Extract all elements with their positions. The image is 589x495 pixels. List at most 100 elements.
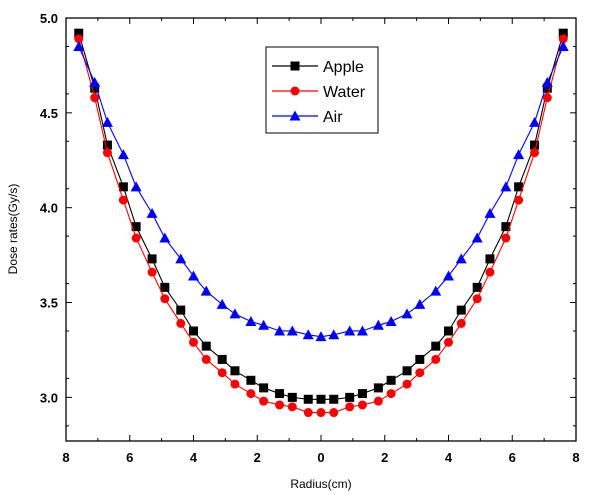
data-point-apple [246, 375, 256, 385]
data-point-water [303, 408, 313, 418]
data-point-water [131, 233, 141, 243]
data-point-air [200, 285, 212, 296]
data-point-water [558, 34, 568, 44]
data-point-air [258, 319, 270, 330]
y-axis-title: Dose rates(Gy/s) [6, 184, 20, 275]
data-point-water [230, 379, 240, 389]
data-point-apple [402, 366, 412, 376]
data-point-air [414, 298, 426, 309]
x-tick-label: 8 [62, 450, 69, 465]
data-point-air [328, 329, 340, 340]
data-point-water [456, 318, 466, 328]
data-point-air [484, 207, 496, 218]
y-tick-label: 3.0 [40, 390, 58, 405]
data-point-water [147, 267, 157, 277]
data-point-air [159, 232, 171, 243]
legend-label-water: Water [323, 84, 366, 101]
data-point-apple [201, 341, 211, 351]
data-point-air [286, 325, 298, 336]
data-point-water [530, 148, 540, 158]
data-point-water [160, 294, 170, 304]
data-point-water [444, 337, 453, 347]
data-point-water [189, 337, 198, 347]
x-tick-label: 4 [190, 450, 198, 465]
data-point-apple [558, 28, 568, 38]
data-point-apple [485, 254, 495, 264]
y-tick-label: 5.0 [40, 11, 58, 26]
data-point-air [471, 232, 483, 243]
data-point-air [315, 331, 327, 342]
x-tick-label: 8 [572, 450, 579, 465]
data-point-apple [160, 282, 170, 292]
data-point-water [246, 389, 256, 399]
data-point-apple [74, 28, 84, 38]
data-point-air [557, 40, 569, 51]
data-point-water [357, 400, 367, 410]
data-point-apple [275, 389, 285, 399]
data-point-air [130, 181, 142, 192]
series-apple [74, 28, 568, 404]
data-point-water [415, 368, 425, 378]
data-point-apple [230, 366, 240, 376]
x-tick-label: 0 [317, 450, 324, 465]
data-point-apple [542, 83, 552, 93]
data-point-apple [118, 182, 128, 192]
legend-marker-air [289, 110, 301, 121]
data-point-air [344, 325, 356, 336]
data-point-air [274, 325, 286, 336]
data-point-air [385, 315, 397, 326]
data-point-water [542, 93, 552, 103]
data-point-air [500, 181, 512, 192]
x-axis-title: Radius(cm) [290, 477, 351, 491]
data-point-apple [415, 354, 425, 364]
data-point-water [514, 195, 524, 205]
data-point-air [430, 285, 442, 296]
data-point-water [287, 402, 297, 412]
data-point-air [89, 76, 101, 87]
data-point-water [501, 233, 511, 243]
data-point-air [356, 325, 368, 336]
data-point-air [73, 40, 85, 51]
data-point-air [529, 116, 541, 127]
data-point-apple [386, 375, 396, 385]
data-point-air [455, 253, 467, 264]
data-point-water [345, 402, 355, 412]
series-air [73, 40, 569, 342]
data-point-apple [456, 305, 466, 315]
x-tick-label: 6 [509, 450, 516, 465]
x-tick-label: 2 [254, 450, 261, 465]
data-point-air [101, 116, 113, 127]
data-point-apple [102, 140, 112, 150]
data-point-water [373, 396, 383, 406]
data-point-apple [303, 394, 313, 404]
data-point-water [386, 389, 396, 399]
data-point-air [513, 149, 525, 160]
data-point-water [118, 195, 128, 205]
x-tick-label: 6 [126, 450, 133, 465]
axis-ticks: 8 6 4 2 0 2 4 6 8 3.0 3.5 4.0 4.5 5.0 [40, 11, 580, 465]
y-tick-label: 3.5 [40, 296, 58, 311]
data-point-apple [287, 392, 297, 402]
data-point-air [146, 207, 158, 218]
data-point-apple [431, 341, 441, 351]
data-point-water [217, 368, 227, 378]
data-point-apple [514, 182, 524, 192]
data-point-water [90, 93, 100, 103]
data-point-air [541, 76, 553, 87]
data-point-air [372, 319, 384, 330]
data-point-water [201, 354, 211, 364]
data-point-water [472, 294, 482, 304]
data-point-apple [472, 282, 482, 292]
series-water [74, 34, 568, 418]
legend-marker-water [290, 86, 300, 96]
series-layer [73, 28, 569, 418]
data-point-apple [131, 222, 141, 232]
data-point-air [188, 270, 199, 281]
data-point-air [401, 308, 413, 319]
legend-label-apple: Apple [323, 59, 364, 76]
data-point-apple [444, 326, 453, 336]
data-point-water [316, 408, 326, 418]
data-point-apple [501, 222, 511, 232]
data-point-apple [147, 254, 157, 264]
data-point-water [259, 396, 269, 406]
